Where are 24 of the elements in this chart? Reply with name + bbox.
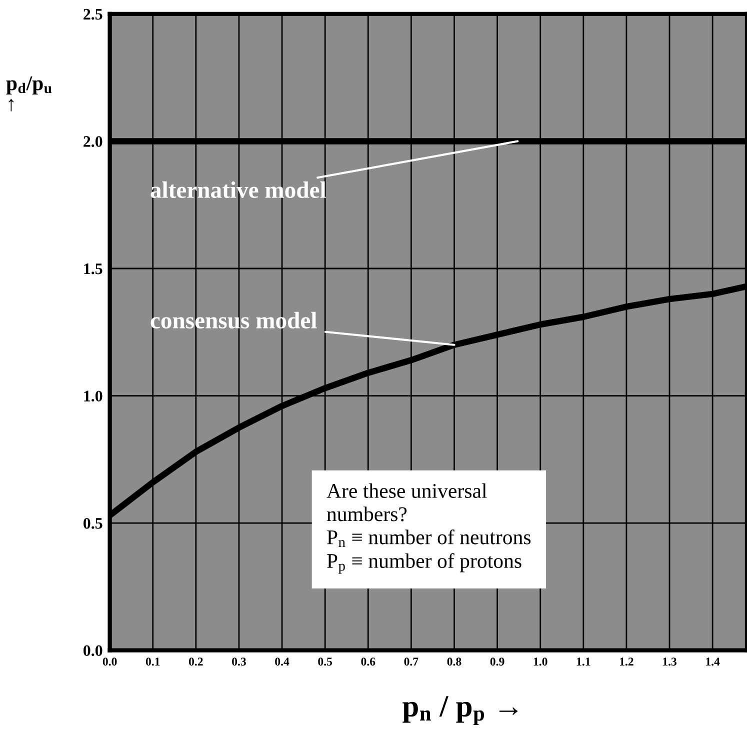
x-tick-label: 0.1 [146,658,160,666]
y-tick-label: 2.5 [84,8,102,20]
x-axis-title: p$_{n}$ / p$_{p}$ → [402,696,518,726]
text: p$_{d}$/p$_{u}$ ↑ [6,76,52,112]
x-tick-label: 0.5 [318,658,332,666]
x-tick-label: 0.8 [447,658,462,666]
y-tick-label: 1.5 [84,263,102,274]
x-tick-label: 1.2 [620,658,634,666]
y-tick-label: 1.0 [84,390,102,402]
x-tick-label: 0.6 [361,658,376,666]
annotation: Are these universal numbers? P$_{n}$ ≡ number of neutrons P$_{p}$ ≡ number of protons [326,483,531,574]
x-tick-label: 1.0 [534,658,548,666]
x-tick-label: 0.0 [102,658,117,666]
y-tick-label: 0.0 [84,645,102,656]
x-tick-label: 1.1 [576,658,590,666]
x-tick-label: 0.7 [404,658,418,666]
x-tick-label: 0.4 [275,658,290,666]
x-tick-label: 1.3 [663,658,676,666]
y-tick-label: 2.0 [84,136,102,147]
y-tick-label: 0.5 [84,518,102,529]
x-tick-label: 0.3 [232,658,246,666]
x-tick-label: 1.4 [706,658,720,666]
x-tick-label: 0.2 [188,658,203,666]
x-tick-label: 0.9 [490,658,504,666]
